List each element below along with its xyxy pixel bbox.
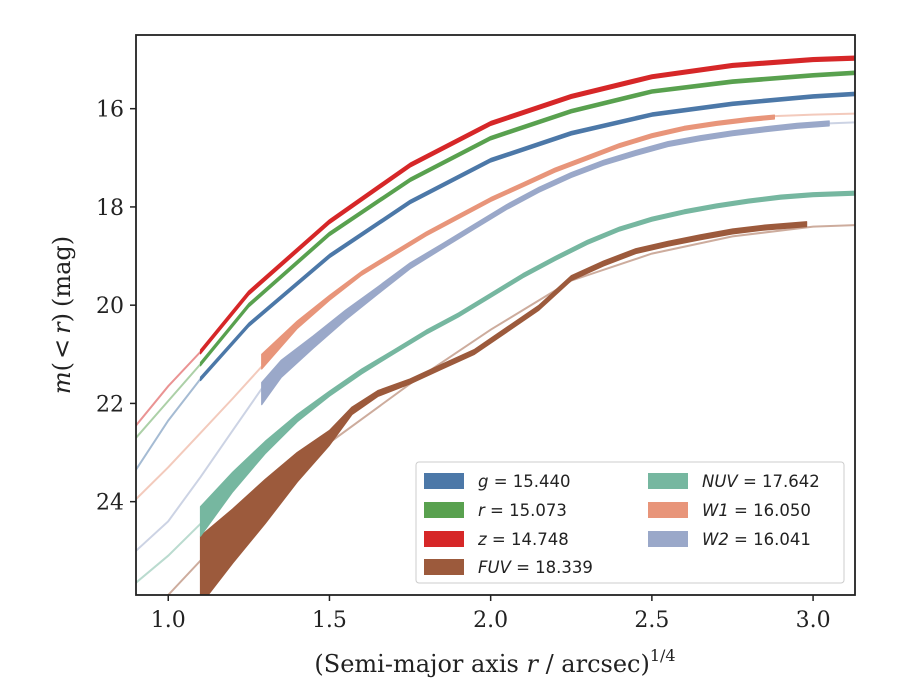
series-fuv-band — [199, 221, 808, 595]
series-nuv-extrapolation — [136, 522, 202, 584]
legend-swatch — [424, 559, 464, 575]
legend-label: g = 15.440 — [478, 472, 571, 491]
legend-item-z: z = 14.748 — [424, 530, 569, 549]
legend-item-g: g = 15.440 — [424, 472, 571, 491]
legend-label: r = 15.073 — [478, 501, 567, 520]
x-tick-label: 3.0 — [796, 608, 831, 633]
y-tick-label: 18 — [96, 196, 124, 221]
legend-swatch — [648, 531, 688, 547]
series-fuv — [167, 221, 855, 595]
x-tick-label: 1.5 — [312, 608, 347, 633]
series-w1-extrapolation — [136, 365, 263, 501]
series-w2-extrapolation — [828, 121, 855, 125]
legend-label: FUV = 18.339 — [478, 558, 593, 577]
series-g-band — [199, 91, 855, 382]
legend-item-nuv: NUV = 17.642 — [648, 472, 820, 491]
series-z-band — [199, 55, 855, 355]
legend: g = 15.440 r = 15.073 z = 14.748 FUV = 18.3… — [415, 461, 845, 584]
series-r-band — [199, 70, 855, 367]
legend-swatch — [424, 473, 464, 489]
legend-swatch — [648, 473, 688, 489]
series-w1 — [136, 112, 855, 501]
y-tick-label: 16 — [96, 98, 124, 123]
legend-label: NUV = 17.642 — [702, 472, 820, 491]
legend-item-w1: W1 = 16.050 — [648, 501, 811, 520]
legend-item-w2: W2 = 16.041 — [648, 530, 811, 549]
series-w2-extrapolation — [136, 387, 263, 552]
y-tick-label: 20 — [96, 294, 124, 319]
legend-swatch — [424, 502, 464, 518]
series-w1-extrapolation — [773, 112, 855, 118]
series-w2-band — [261, 120, 830, 406]
series-z-extrapolation — [136, 350, 202, 427]
y-axis-label: m(<r)(mag) — [48, 236, 76, 394]
x-tick-label: 2.5 — [634, 608, 669, 633]
legend-item-fuv: FUV = 18.339 — [424, 558, 593, 577]
series-nuv — [136, 190, 855, 584]
legend-item-r: r = 15.073 — [424, 501, 567, 520]
series-r — [136, 70, 855, 439]
legend-label: W2 = 16.041 — [702, 530, 811, 549]
y-tick-label: 24 — [96, 491, 124, 516]
legend-label: z = 14.748 — [477, 530, 569, 549]
series-layer — [136, 55, 855, 595]
y-axis: 16 18 20 22 24 — [96, 98, 136, 516]
legend-swatch — [424, 531, 464, 547]
x-axis: 1.0 1.5 2.0 2.5 3.0 — [151, 595, 831, 633]
series-g-extrapolation — [136, 377, 202, 471]
x-tick-label: 2.0 — [473, 608, 508, 633]
series-g — [136, 91, 855, 471]
x-tick-label: 1.0 — [151, 608, 186, 633]
plot-frame — [135, 34, 856, 596]
legend-swatch — [648, 502, 688, 518]
x-axis-label: (Semi-major axis r / arcsec)1/4 — [314, 646, 675, 678]
y-tick-label: 22 — [96, 392, 124, 417]
series-w2 — [136, 120, 855, 552]
legend-box — [415, 461, 845, 584]
series-r-extrapolation — [136, 363, 202, 439]
legend-label: W1 = 16.050 — [702, 501, 811, 520]
series-nuv-band — [199, 190, 855, 537]
series-w1-band — [261, 114, 775, 370]
series-z — [136, 55, 855, 427]
